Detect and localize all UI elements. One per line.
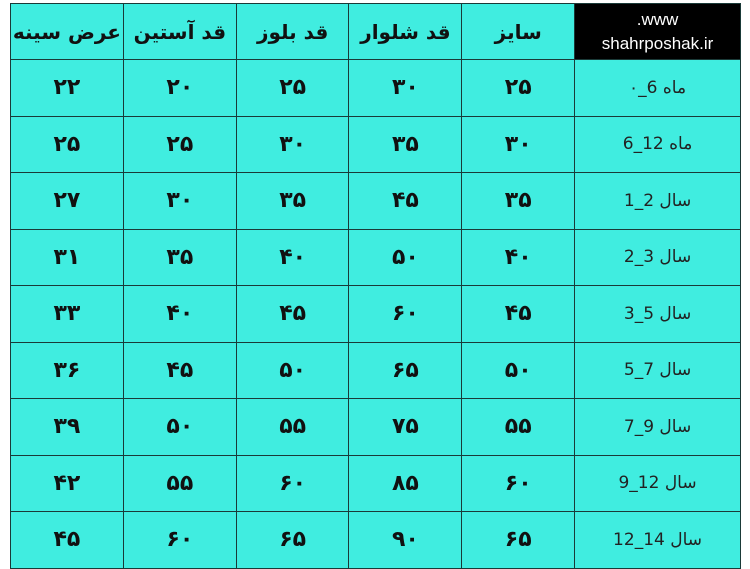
value-cell: ۶۵ bbox=[348, 341, 463, 399]
value-cell: ۴۵ bbox=[122, 341, 237, 399]
value-cell: ۴۰ bbox=[235, 228, 350, 286]
column-header-pants-length: قد شلوار bbox=[348, 3, 463, 60]
value-cell: ۳۳ bbox=[10, 285, 124, 343]
value-cell: ۵۰ bbox=[122, 398, 237, 456]
value-cell: ۶۰ bbox=[122, 511, 237, 569]
value-cell: ۳۵ bbox=[235, 172, 350, 230]
column-header-size: سایز bbox=[461, 3, 576, 60]
value-cell: ۶۰ bbox=[235, 454, 350, 512]
table-row: سال 3_2 ۴۰ ۵۰ ۴۰ ۳۵ ۳۱ bbox=[10, 228, 741, 286]
value-cell: ۶۵ bbox=[235, 511, 350, 569]
value-cell: ۳۹ bbox=[10, 398, 124, 456]
value-cell: ۲۵ bbox=[10, 115, 124, 173]
age-cell: سال 7_5 bbox=[574, 341, 741, 399]
age-cell: سال 9_7 bbox=[574, 398, 741, 456]
value-cell: ۶۰ bbox=[348, 285, 463, 343]
value-cell: ۲۰ bbox=[122, 59, 237, 117]
value-cell: ۸۵ bbox=[348, 454, 463, 512]
table-row: سال 7_5 ۵۰ ۶۵ ۵۰ ۴۵ ۳۶ bbox=[10, 341, 741, 399]
value-cell: ۳۵ bbox=[348, 115, 463, 173]
table-row: سال 5_3 ۴۵ ۶۰ ۴۵ ۴۰ ۳۳ bbox=[10, 285, 741, 343]
age-cell: ماه 12_6 bbox=[574, 115, 741, 173]
value-cell: ۷۵ bbox=[348, 398, 463, 456]
value-cell: ۲۲ bbox=[10, 59, 124, 117]
value-cell: ۵۰ bbox=[348, 228, 463, 286]
value-cell: ۳۰ bbox=[235, 115, 350, 173]
table-row: سال 12_9 ۶۰ ۸۵ ۶۰ ۵۵ ۴۲ bbox=[10, 454, 741, 512]
table-row: ماه 12_6 ۳۰ ۳۵ ۳۰ ۲۵ ۲۵ bbox=[10, 115, 741, 173]
age-cell: سال 2_1 bbox=[574, 172, 741, 230]
age-cell: سال 12_9 bbox=[574, 454, 741, 512]
brand-line2: shahrposhak.ir bbox=[601, 33, 714, 53]
table-row: سال 9_7 ۵۵ ۷۵ ۵۵ ۵۰ ۳۹ bbox=[10, 398, 741, 456]
value-cell: ۹۰ bbox=[348, 511, 463, 569]
value-cell: ۴۵ bbox=[235, 285, 350, 343]
value-cell: ۴۵ bbox=[461, 285, 576, 343]
age-cell: سال 5_3 bbox=[574, 285, 741, 343]
value-cell: ۶۵ bbox=[461, 511, 576, 569]
value-cell: ۴۰ bbox=[461, 228, 576, 286]
value-cell: ۵۰ bbox=[461, 341, 576, 399]
value-cell: ۵۵ bbox=[461, 398, 576, 456]
value-cell: ۵۵ bbox=[122, 454, 237, 512]
column-header-sleeve-length: قد آستین bbox=[122, 3, 237, 60]
size-chart-table: www. shahrposhak.ir سایز قد شلوار قد بلو… bbox=[10, 3, 741, 569]
value-cell: ۲۵ bbox=[461, 59, 576, 117]
age-cell: سال 14_12 bbox=[574, 511, 741, 569]
header-row: www. shahrposhak.ir سایز قد شلوار قد بلو… bbox=[10, 3, 741, 60]
value-cell: ۳۵ bbox=[461, 172, 576, 230]
column-header-blouse-length: قد بلوز bbox=[235, 3, 350, 60]
value-cell: ۶۰ bbox=[461, 454, 576, 512]
brand-cell: www. shahrposhak.ir bbox=[574, 3, 741, 60]
value-cell: ۲۵ bbox=[122, 115, 237, 173]
value-cell: ۳۰ bbox=[461, 115, 576, 173]
value-cell: ۵۰ bbox=[235, 341, 350, 399]
table-row: سال 14_12 ۶۵ ۹۰ ۶۵ ۶۰ ۴۵ bbox=[10, 511, 741, 569]
table-row: ماه 6_۰ ۲۵ ۳۰ ۲۵ ۲۰ ۲۲ bbox=[10, 59, 741, 117]
value-cell: ۴۲ bbox=[10, 454, 124, 512]
value-cell: ۴۵ bbox=[348, 172, 463, 230]
age-cell: ماه 6_۰ bbox=[574, 59, 741, 117]
value-cell: ۴۰ bbox=[122, 285, 237, 343]
brand-line1: www. bbox=[636, 9, 679, 29]
value-cell: ۵۵ bbox=[235, 398, 350, 456]
table-row: سال 2_1 ۳۵ ۴۵ ۳۵ ۳۰ ۲۷ bbox=[10, 172, 741, 230]
value-cell: ۳۱ bbox=[10, 228, 124, 286]
value-cell: ۳۰ bbox=[348, 59, 463, 117]
value-cell: ۳۵ bbox=[122, 228, 237, 286]
value-cell: ۳۶ bbox=[10, 341, 124, 399]
column-header-chest-width: عرض سینه bbox=[10, 3, 124, 60]
age-cell: سال 3_2 bbox=[574, 228, 741, 286]
value-cell: ۲۵ bbox=[235, 59, 350, 117]
value-cell: ۲۷ bbox=[10, 172, 124, 230]
value-cell: ۳۰ bbox=[122, 172, 237, 230]
value-cell: ۴۵ bbox=[10, 511, 124, 569]
